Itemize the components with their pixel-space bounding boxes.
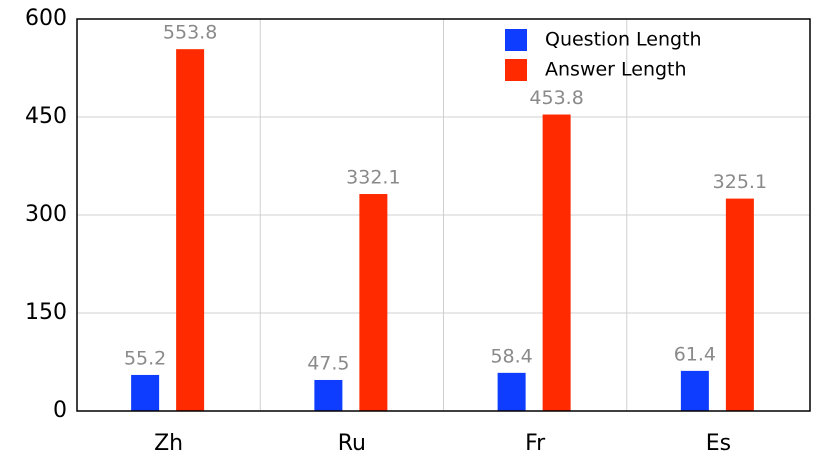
x-tick-label: Es (706, 431, 731, 456)
bar (314, 379, 343, 411)
plot-frame (76, 18, 811, 412)
bar (680, 370, 709, 411)
bar (725, 198, 754, 411)
value-label: 61.4 (674, 343, 716, 365)
legend-label: Question Length (545, 29, 702, 51)
bar (497, 372, 526, 411)
value-label: 453.8 (529, 87, 583, 109)
bar (359, 194, 388, 411)
x-tick-label: Ru (338, 431, 366, 456)
value-label: 47.5 (307, 352, 349, 374)
legend-label: Answer Length (545, 59, 687, 81)
legend-swatch (505, 29, 527, 51)
value-label: 58.4 (490, 345, 532, 367)
x-tick-label: Fr (525, 431, 546, 456)
value-label: 553.8 (163, 22, 217, 44)
y-tick-label: 450 (25, 104, 67, 129)
value-label: 55.2 (124, 347, 166, 369)
y-tick-label: 300 (25, 202, 67, 227)
y-tick-label: 0 (53, 398, 67, 423)
value-label: 332.1 (346, 167, 400, 189)
y-tick-label: 150 (25, 300, 67, 325)
y-tick-label: 600 (25, 6, 67, 31)
x-tick-label: Zh (154, 431, 183, 456)
value-label: 325.1 (713, 171, 767, 193)
bar (542, 114, 571, 411)
bar (131, 374, 160, 411)
bar (176, 49, 205, 412)
legend-swatch (505, 59, 527, 81)
